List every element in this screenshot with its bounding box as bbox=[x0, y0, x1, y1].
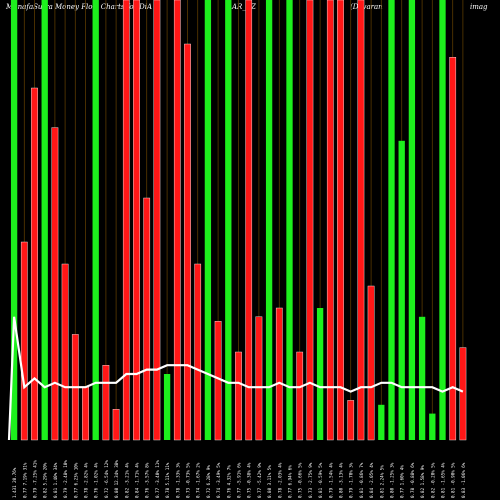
bar bbox=[429, 413, 436, 440]
x-tick-label: 0.78 -0.88% 6% bbox=[410, 462, 415, 498]
bar bbox=[408, 0, 416, 440]
x-tick-label: 0.80 -1.25% 3% bbox=[390, 462, 395, 498]
chart-title-part4: imag bbox=[470, 3, 488, 11]
bar bbox=[418, 316, 426, 440]
x-tick-label: 0.81 2.24% 5% bbox=[379, 465, 384, 498]
x-tick-label: 0.82 -3.21% 4% bbox=[124, 462, 129, 498]
bar bbox=[225, 0, 232, 440]
x-tick-label: 0.78 5.11% 11% bbox=[165, 462, 170, 498]
x-tick-label: 0.77 -5.91% 6% bbox=[237, 462, 242, 498]
bar bbox=[367, 285, 375, 441]
x-tick-label: 0.81 -0.86% 7% bbox=[359, 462, 364, 498]
bar bbox=[214, 321, 222, 441]
bar bbox=[204, 0, 212, 440]
bar bbox=[31, 87, 38, 441]
x-tick-label: 0.77 6.94% 6% bbox=[288, 465, 293, 498]
x-tick-label: 0.74 -1.67% 2% bbox=[196, 462, 201, 498]
x-tick-label: 0.72 -6.54% 12% bbox=[104, 460, 109, 498]
bar bbox=[41, 0, 48, 440]
bar bbox=[326, 0, 334, 441]
bar bbox=[102, 365, 110, 441]
bar bbox=[173, 0, 181, 441]
bar bbox=[82, 387, 89, 441]
x-tick-label: 0.84 -1.71% 4% bbox=[135, 462, 140, 498]
bar bbox=[286, 0, 293, 440]
x-tick-label: 0.77 1.60% 4% bbox=[400, 465, 405, 498]
bar bbox=[51, 127, 59, 441]
x-tick-label: 0.73 -2.75% 9% bbox=[308, 462, 313, 498]
chart-title-part3: (Davaran bbox=[350, 3, 383, 11]
x-tick-label: 0.82 1.58% 9% bbox=[420, 465, 425, 498]
bar bbox=[398, 140, 405, 441]
bar bbox=[337, 0, 344, 441]
x-tick-label: 0.77 7.19% 31% bbox=[22, 462, 27, 498]
bar bbox=[388, 0, 395, 440]
x-tick-label: 0.75 -0.66% 5% bbox=[298, 462, 303, 498]
x-tick-label: 0.76 4.32% 7% bbox=[226, 465, 231, 498]
x-tick-label: 0.79 -1.70% 3% bbox=[349, 462, 354, 498]
x-tick-label: 0.79 -1.54% 4% bbox=[328, 462, 333, 498]
x-tick-label: 0.78 -1.33% 3% bbox=[175, 462, 180, 498]
bar bbox=[459, 347, 467, 441]
x-tick-label: 0.76 -1.02% 4% bbox=[94, 462, 99, 498]
bar bbox=[20, 241, 28, 441]
x-tick-label: 0.77 -3.40% 11% bbox=[155, 460, 160, 498]
x-tick-label: 0.72 6.28% 9% bbox=[206, 465, 211, 498]
bar bbox=[439, 0, 446, 440]
bar bbox=[143, 197, 151, 441]
x-tick-label: 0.79 -7.25% 41% bbox=[33, 460, 38, 498]
x-tick-label: 0.83 -1.06% 6% bbox=[461, 462, 466, 498]
bar bbox=[153, 0, 161, 441]
x-tick-label: 0.81 -0.59% 5% bbox=[318, 462, 323, 498]
bar bbox=[184, 43, 191, 441]
bar bbox=[112, 409, 120, 441]
bar bbox=[61, 263, 69, 441]
x-tick-label: 0.80 12.34% 38% bbox=[114, 460, 119, 498]
chart-title-part2: AR_BZ bbox=[232, 3, 256, 11]
bar bbox=[194, 263, 202, 441]
x-tick-label: 0.79 -2.48% 10% bbox=[63, 460, 68, 498]
x-tick-label: 0.75 -0.38% 4% bbox=[247, 462, 252, 498]
x-tick-label: 0.84 -2.05% 4% bbox=[369, 462, 374, 498]
x-tick-label: 0.78 -2.82% 4% bbox=[84, 462, 89, 498]
bar bbox=[296, 351, 304, 441]
bar bbox=[122, 0, 130, 441]
x-tick-label: 0.81 -0.90% 5% bbox=[451, 462, 456, 498]
x-tick-label: 0.80 3.11% 5% bbox=[267, 465, 272, 498]
bar bbox=[275, 307, 283, 441]
x-tick-label: 0.82 -0.20% 5% bbox=[430, 462, 435, 498]
bar bbox=[10, 0, 18, 440]
x-tick-label: 0.77 6.23% 10% bbox=[73, 462, 78, 498]
bar bbox=[265, 0, 273, 440]
bar bbox=[133, 0, 140, 441]
bar bbox=[378, 404, 385, 440]
x-tick-labels: 1.431 20.76% 0.77 7.19% 31% 0.79 -7.25% 41… bbox=[12, 460, 466, 498]
bar bbox=[255, 316, 263, 441]
bar bbox=[306, 0, 314, 441]
x-tick-label: 0.81 1.40% 34% bbox=[53, 462, 58, 498]
x-tick-label: 0.77 -5.42% 9% bbox=[257, 462, 262, 498]
price-line bbox=[7, 316, 464, 441]
bar bbox=[235, 351, 242, 441]
x-tick-label: 1.431 20.76% bbox=[12, 467, 17, 498]
x-tick-label: 0.76 -3.57% 8% bbox=[145, 462, 150, 498]
bar bbox=[245, 0, 253, 441]
x-tick-label: 0.82 5.29% 20% bbox=[43, 462, 48, 498]
bar bbox=[449, 57, 457, 441]
x-tick-label: 0.74 -3.49% 5% bbox=[216, 462, 221, 498]
x-tick-label: 0.78 -2.03% 4% bbox=[277, 462, 282, 498]
chart-title-part1: MunafaSutra Money Flow Charts for DiA bbox=[6, 3, 153, 11]
bar bbox=[163, 374, 171, 440]
bar bbox=[92, 0, 99, 440]
x-tick-label: 0.73 -0.73% 5% bbox=[186, 462, 191, 498]
x-tick-label: 0.80 -3.13% 4% bbox=[339, 462, 344, 498]
bar bbox=[347, 400, 355, 441]
bar bbox=[316, 308, 324, 440]
x-tick-label: 0.81 -1.65% 4% bbox=[441, 462, 446, 498]
bar bbox=[357, 0, 365, 441]
bars bbox=[10, 0, 467, 441]
